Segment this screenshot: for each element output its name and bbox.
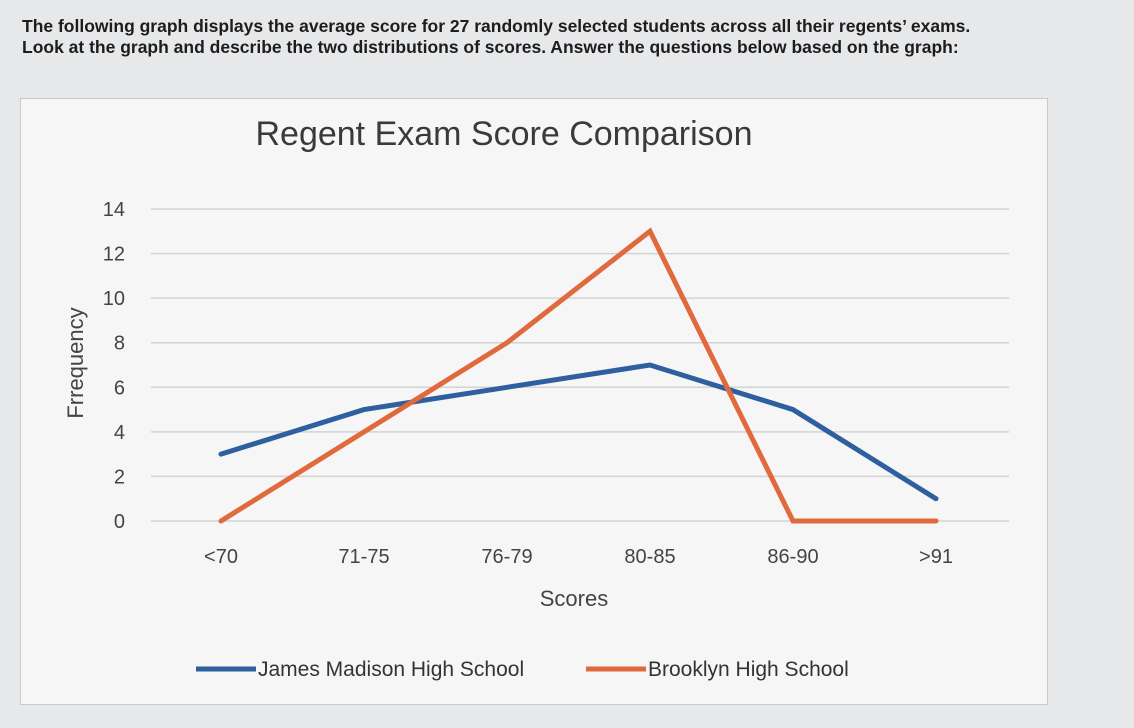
x-tick-labels: <70 71-75 76-79 80-85 86-90 >91 bbox=[204, 546, 953, 568]
y-tick-label: 8 bbox=[114, 333, 125, 355]
series-line-1 bbox=[218, 227, 939, 524]
chart-panel: Regent Exam Score Comparison 0 2 4 6 8 10 12 14… bbox=[20, 98, 1048, 705]
question-prompt: The following graph displays the average… bbox=[22, 16, 1122, 58]
y-tick-label: 10 bbox=[103, 288, 125, 310]
y-tick-labels: 0 2 4 6 8 10 12 14 bbox=[103, 199, 125, 533]
y-tick-label: 0 bbox=[114, 511, 125, 533]
x-tick-label: 76-79 bbox=[481, 546, 532, 568]
series-line-0 bbox=[218, 362, 939, 502]
legend-label-1: Brooklyn High School bbox=[648, 658, 849, 681]
question-line-2: Look at the graph and describe the two d… bbox=[22, 37, 959, 57]
y-tick-label: 6 bbox=[114, 377, 125, 399]
y-tick-label: 2 bbox=[114, 466, 125, 488]
x-tick-label: >91 bbox=[919, 546, 953, 568]
line-chart: Regent Exam Score Comparison 0 2 4 6 8 10 12 14… bbox=[63, 115, 1009, 681]
x-tick-label: <70 bbox=[204, 546, 238, 568]
x-tick-label: 86-90 bbox=[767, 546, 818, 568]
question-line-1: The following graph displays the average… bbox=[22, 16, 971, 36]
chart-title: Regent Exam Score Comparison bbox=[255, 115, 752, 153]
gridlines bbox=[151, 208, 1009, 522]
x-tick-label: 80-85 bbox=[624, 546, 675, 568]
series-lines bbox=[218, 227, 939, 524]
x-axis-label: Scores bbox=[540, 586, 608, 611]
y-tick-label: 12 bbox=[103, 244, 125, 266]
legend: James Madison High School Brooklyn High S… bbox=[196, 658, 849, 681]
legend-label-0: James Madison High School bbox=[258, 658, 524, 681]
y-axis-label: Frrequency bbox=[63, 307, 88, 418]
x-tick-label: 71-75 bbox=[338, 546, 389, 568]
y-tick-label: 14 bbox=[103, 199, 125, 221]
y-tick-label: 4 bbox=[114, 422, 125, 444]
